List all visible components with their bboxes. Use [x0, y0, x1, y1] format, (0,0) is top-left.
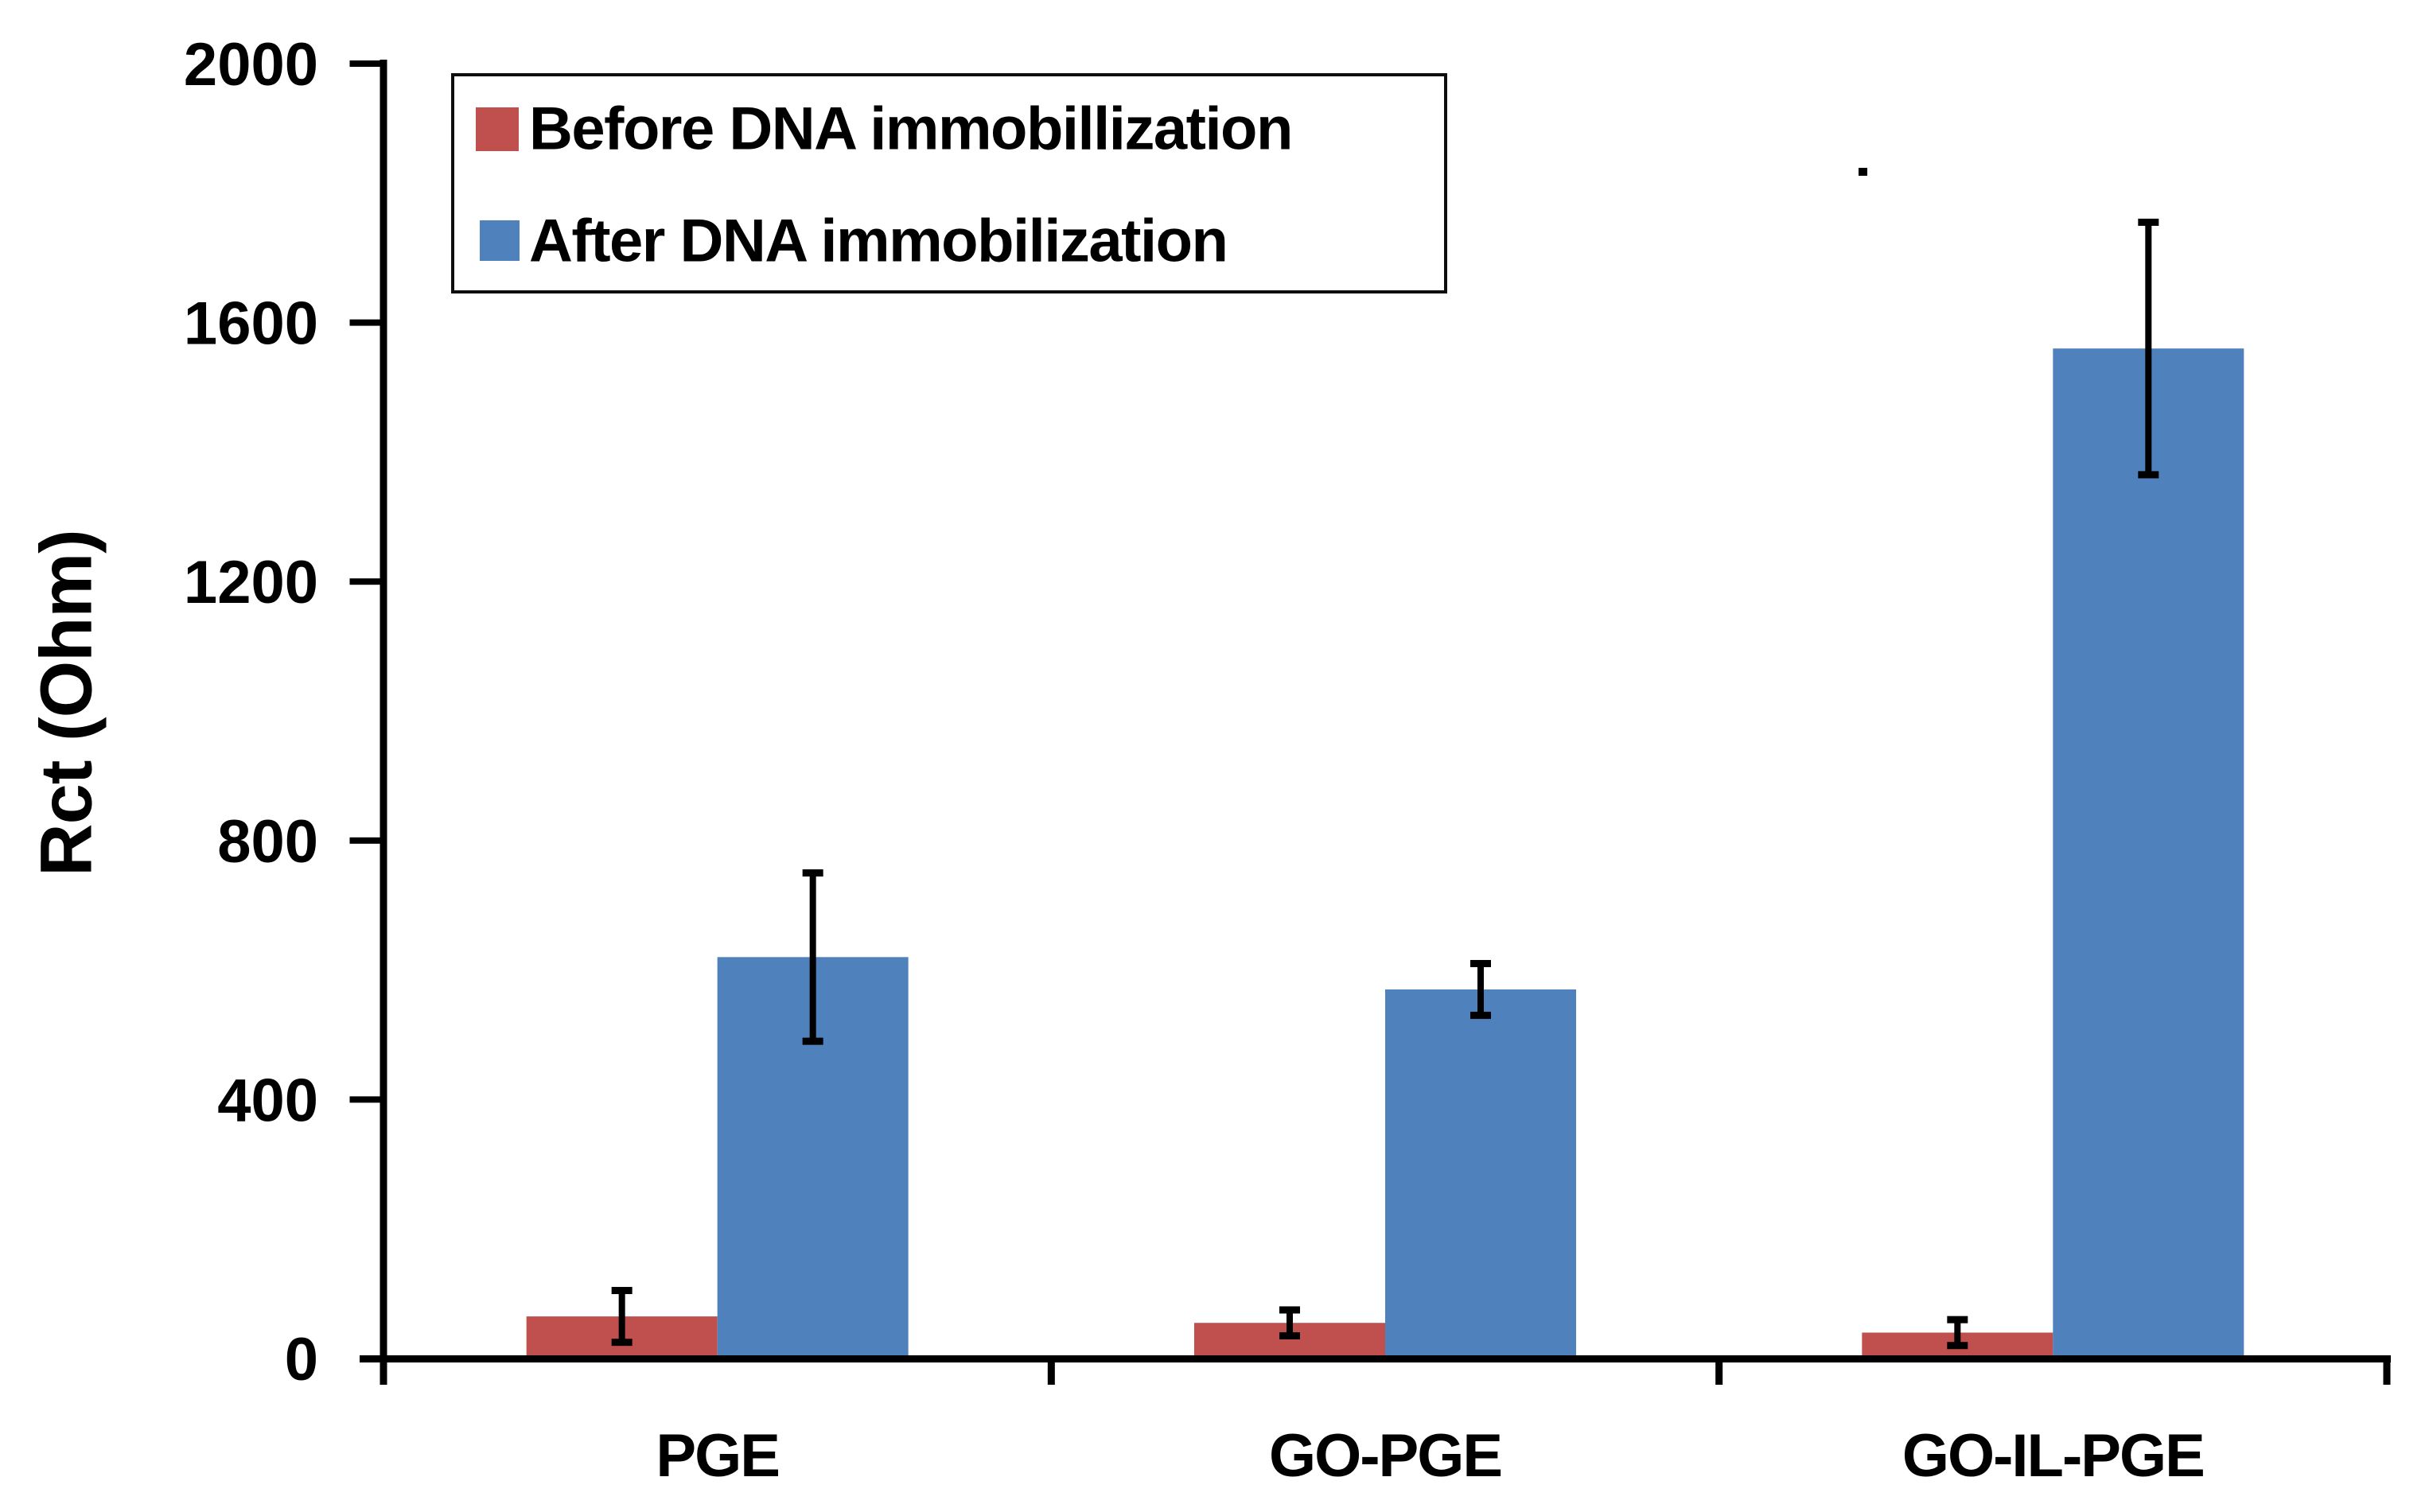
legend-box: Before DNA immobillization After DNA imm… — [451, 73, 1447, 293]
y-tick-2000 — [349, 60, 380, 67]
error-bar-GO-IL-PGE-before-cap-bottom — [1947, 1342, 1968, 1350]
y-tick-label-400: 400 — [217, 1067, 318, 1134]
error-bar-PGE-after-line — [809, 873, 816, 1042]
error-bar-PGE-before-cap-top — [611, 1287, 633, 1295]
legend-label-before: Before DNA immobillization — [529, 95, 1293, 163]
error-bar-PGE-after-cap-top — [802, 869, 823, 876]
y-tick-1600 — [349, 319, 380, 326]
error-bar-GO-PGE-after-cap-top — [1470, 959, 1491, 967]
y-tick-label-0: 0 — [285, 1326, 318, 1393]
x-boundary-tick-1 — [1047, 1358, 1055, 1385]
error-bar-GO-IL-PGE-before-cap-top — [1947, 1316, 1968, 1323]
y-axis-title: Rct (Ohm) — [25, 530, 107, 876]
bar-GO-PGE-after — [1385, 989, 1576, 1360]
y-tick-label-1600: 1600 — [184, 290, 318, 358]
error-bar-PGE-before-cap-bottom — [611, 1339, 633, 1347]
error-bar-GO-PGE-after-cap-bottom — [1470, 1012, 1491, 1020]
y-tick-label-1200: 1200 — [184, 549, 318, 616]
error-bar-GO-PGE-before-cap-bottom — [1279, 1332, 1300, 1340]
legend-label-after: After DNA immobilization — [529, 207, 1228, 275]
y-tick-label-800: 800 — [217, 808, 318, 876]
y-tick-label-2000: 2000 — [184, 31, 318, 99]
error-bar-GO-IL-PGE-before-line — [1954, 1320, 1961, 1346]
error-bar-GO-PGE-before-line — [1287, 1309, 1293, 1336]
y-tick-400 — [349, 1096, 380, 1103]
legend-swatch-after-icon — [480, 220, 520, 261]
error-bar-PGE-before-line — [618, 1290, 625, 1343]
error-bar-GO-PGE-after-line — [1477, 963, 1484, 1016]
error-bar-GO-IL-PGE-after-cap-bottom — [2138, 471, 2159, 479]
y-tick-1200 — [349, 578, 380, 585]
x-category-label-GO-IL-PGE: GO-IL-PGE — [1902, 1422, 2204, 1490]
x-category-label-GO-PGE: GO-PGE — [1269, 1422, 1501, 1490]
x-boundary-tick-2 — [1715, 1358, 1723, 1385]
x-category-label-PGE: PGE — [656, 1422, 779, 1490]
y-tick-800 — [349, 837, 380, 844]
error-bar-GO-PGE-before-cap-top — [1279, 1306, 1300, 1314]
stray-dot-artifact — [1859, 168, 1867, 176]
x-axis-line — [360, 1355, 2391, 1362]
legend-swatch-before-icon — [476, 107, 519, 151]
x-boundary-tick-3 — [2383, 1358, 2391, 1385]
error-bar-GO-IL-PGE-after-cap-top — [2138, 218, 2159, 226]
error-bar-PGE-after-cap-bottom — [802, 1037, 823, 1045]
bar-GO-IL-PGE-after — [2053, 348, 2244, 1360]
error-bar-GO-IL-PGE-after-line — [2145, 222, 2152, 475]
y-axis-line — [380, 60, 387, 1385]
